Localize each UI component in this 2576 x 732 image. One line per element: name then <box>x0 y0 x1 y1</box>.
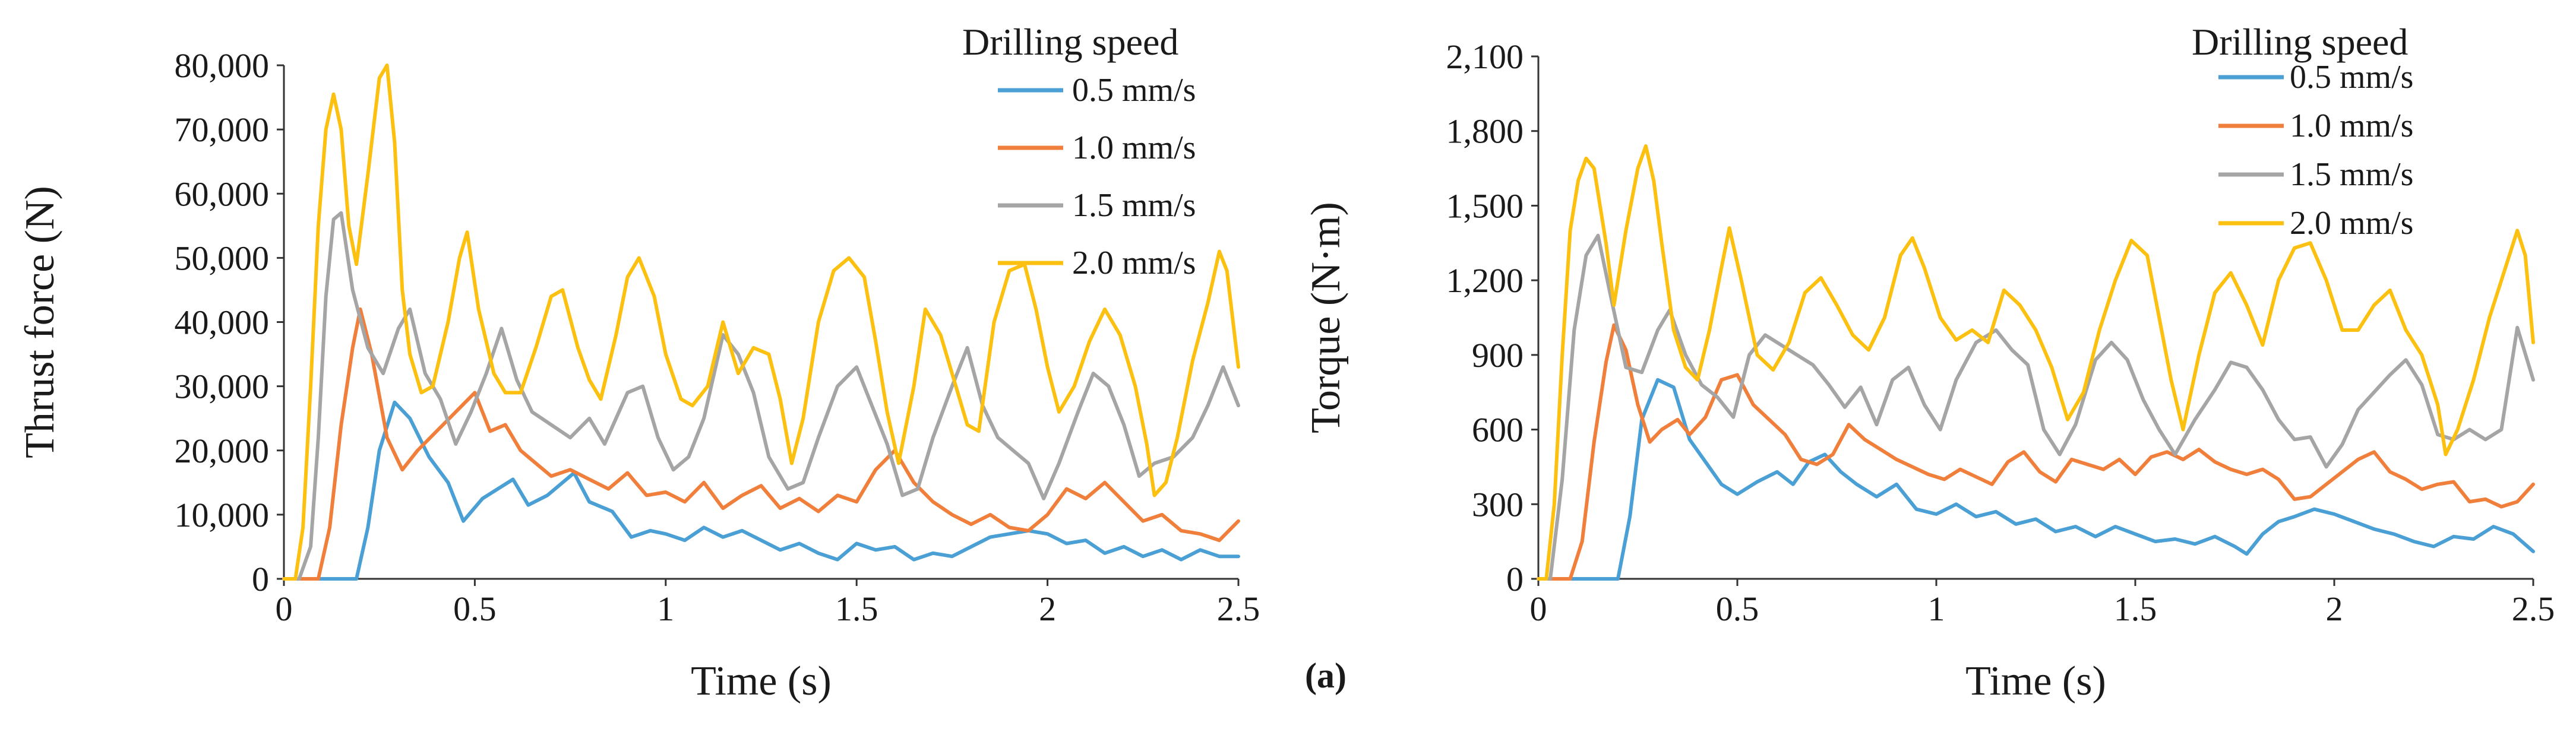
series-line-0-5-mm-s <box>282 400 1240 581</box>
x-tick-label: 0.5 <box>1716 590 1759 628</box>
y-tick-label: 1,200 <box>1446 261 1524 300</box>
y-tick-label: 80,000 <box>175 46 270 85</box>
x-tick-label: 1 <box>1928 590 1945 628</box>
series-line-1-5-mm-s <box>1537 233 2535 581</box>
chart-panel-2: 0 300 600 900 1,200 1,500 1,800 2,100 0 0.5 1 1.5 2 2… <box>1303 21 2555 704</box>
x-tick-label: 2 <box>1039 590 1056 628</box>
x-tick-label: 2.5 <box>2512 590 2555 628</box>
x-axis-title: Time (s) <box>1965 658 2106 704</box>
y-tick-label: 2,100 <box>1446 37 1524 76</box>
x-tick-label: 1.5 <box>2114 590 2157 628</box>
legend-label: 1.0 mm/s <box>1072 129 1196 166</box>
legend-title: Drilling speed <box>2192 21 2408 63</box>
x-tick-label: 2.5 <box>1217 590 1260 628</box>
legend-title: Drilling speed <box>962 21 1178 63</box>
y-tick-label: 0 <box>1506 560 1524 598</box>
x-tick-label: 2 <box>2326 590 2343 628</box>
y-tick-label: 70,000 <box>175 110 270 149</box>
x-tick-label: 0 <box>276 590 293 628</box>
series-line-1-0-mm-s <box>282 307 1240 581</box>
series-line-0-5-mm-s <box>1537 378 2535 581</box>
x-tick-label: 1.5 <box>835 590 878 628</box>
legend-label: 1.5 mm/s <box>2290 156 2413 193</box>
y-tick-label: 0 <box>252 560 269 598</box>
x-axis-title: Time (s) <box>691 658 832 704</box>
x-tick-label: 1 <box>657 590 674 628</box>
series-line-1-0-mm-s <box>1537 323 2535 581</box>
series-line-2-0-mm-s <box>1537 144 2535 581</box>
y-tick-label: 300 <box>1472 485 1524 524</box>
series-line-1-5-mm-s <box>282 211 1240 581</box>
legend-label: 1.5 mm/s <box>1072 187 1196 224</box>
legend-label: 1.0 mm/s <box>2290 107 2413 144</box>
y-tick-label: 900 <box>1472 336 1524 375</box>
x-tick-label: 0.5 <box>453 590 497 628</box>
x-tick-label: 0 <box>1530 590 1547 628</box>
y-axis-title: Torque (N·m) <box>1303 202 1349 433</box>
y-tick-label: 10,000 <box>175 496 270 534</box>
legend-label: 0.5 mm/s <box>1072 72 1196 109</box>
chart-panel-1: 0 10,000 20,000 30,000 40,000 50,000 60,000 70,… <box>17 21 1260 704</box>
y-tick-label: 30,000 <box>175 367 270 406</box>
y-tick-label: 60,000 <box>175 175 270 213</box>
y-tick-label: 40,000 <box>175 303 270 342</box>
legend-label: 2.0 mm/s <box>1072 245 1196 281</box>
legend-label: 0.5 mm/s <box>2290 59 2413 96</box>
legend: Drilling speed 0.5 mm/s 1.0 mm/s 1.5 mm/s 2.… <box>962 21 1196 281</box>
panel-label: (a) <box>1305 656 1347 695</box>
y-tick-label: 600 <box>1472 411 1524 449</box>
y-tick-label: 1,500 <box>1446 186 1524 225</box>
series-line-2-0-mm-s <box>282 64 1240 581</box>
y-tick-label: 20,000 <box>175 432 270 470</box>
y-tick-label: 50,000 <box>175 239 270 277</box>
legend-label: 2.0 mm/s <box>2290 205 2413 242</box>
y-axis-title: Thrust force (N) <box>17 186 63 458</box>
y-tick-label: 1,800 <box>1446 112 1524 151</box>
